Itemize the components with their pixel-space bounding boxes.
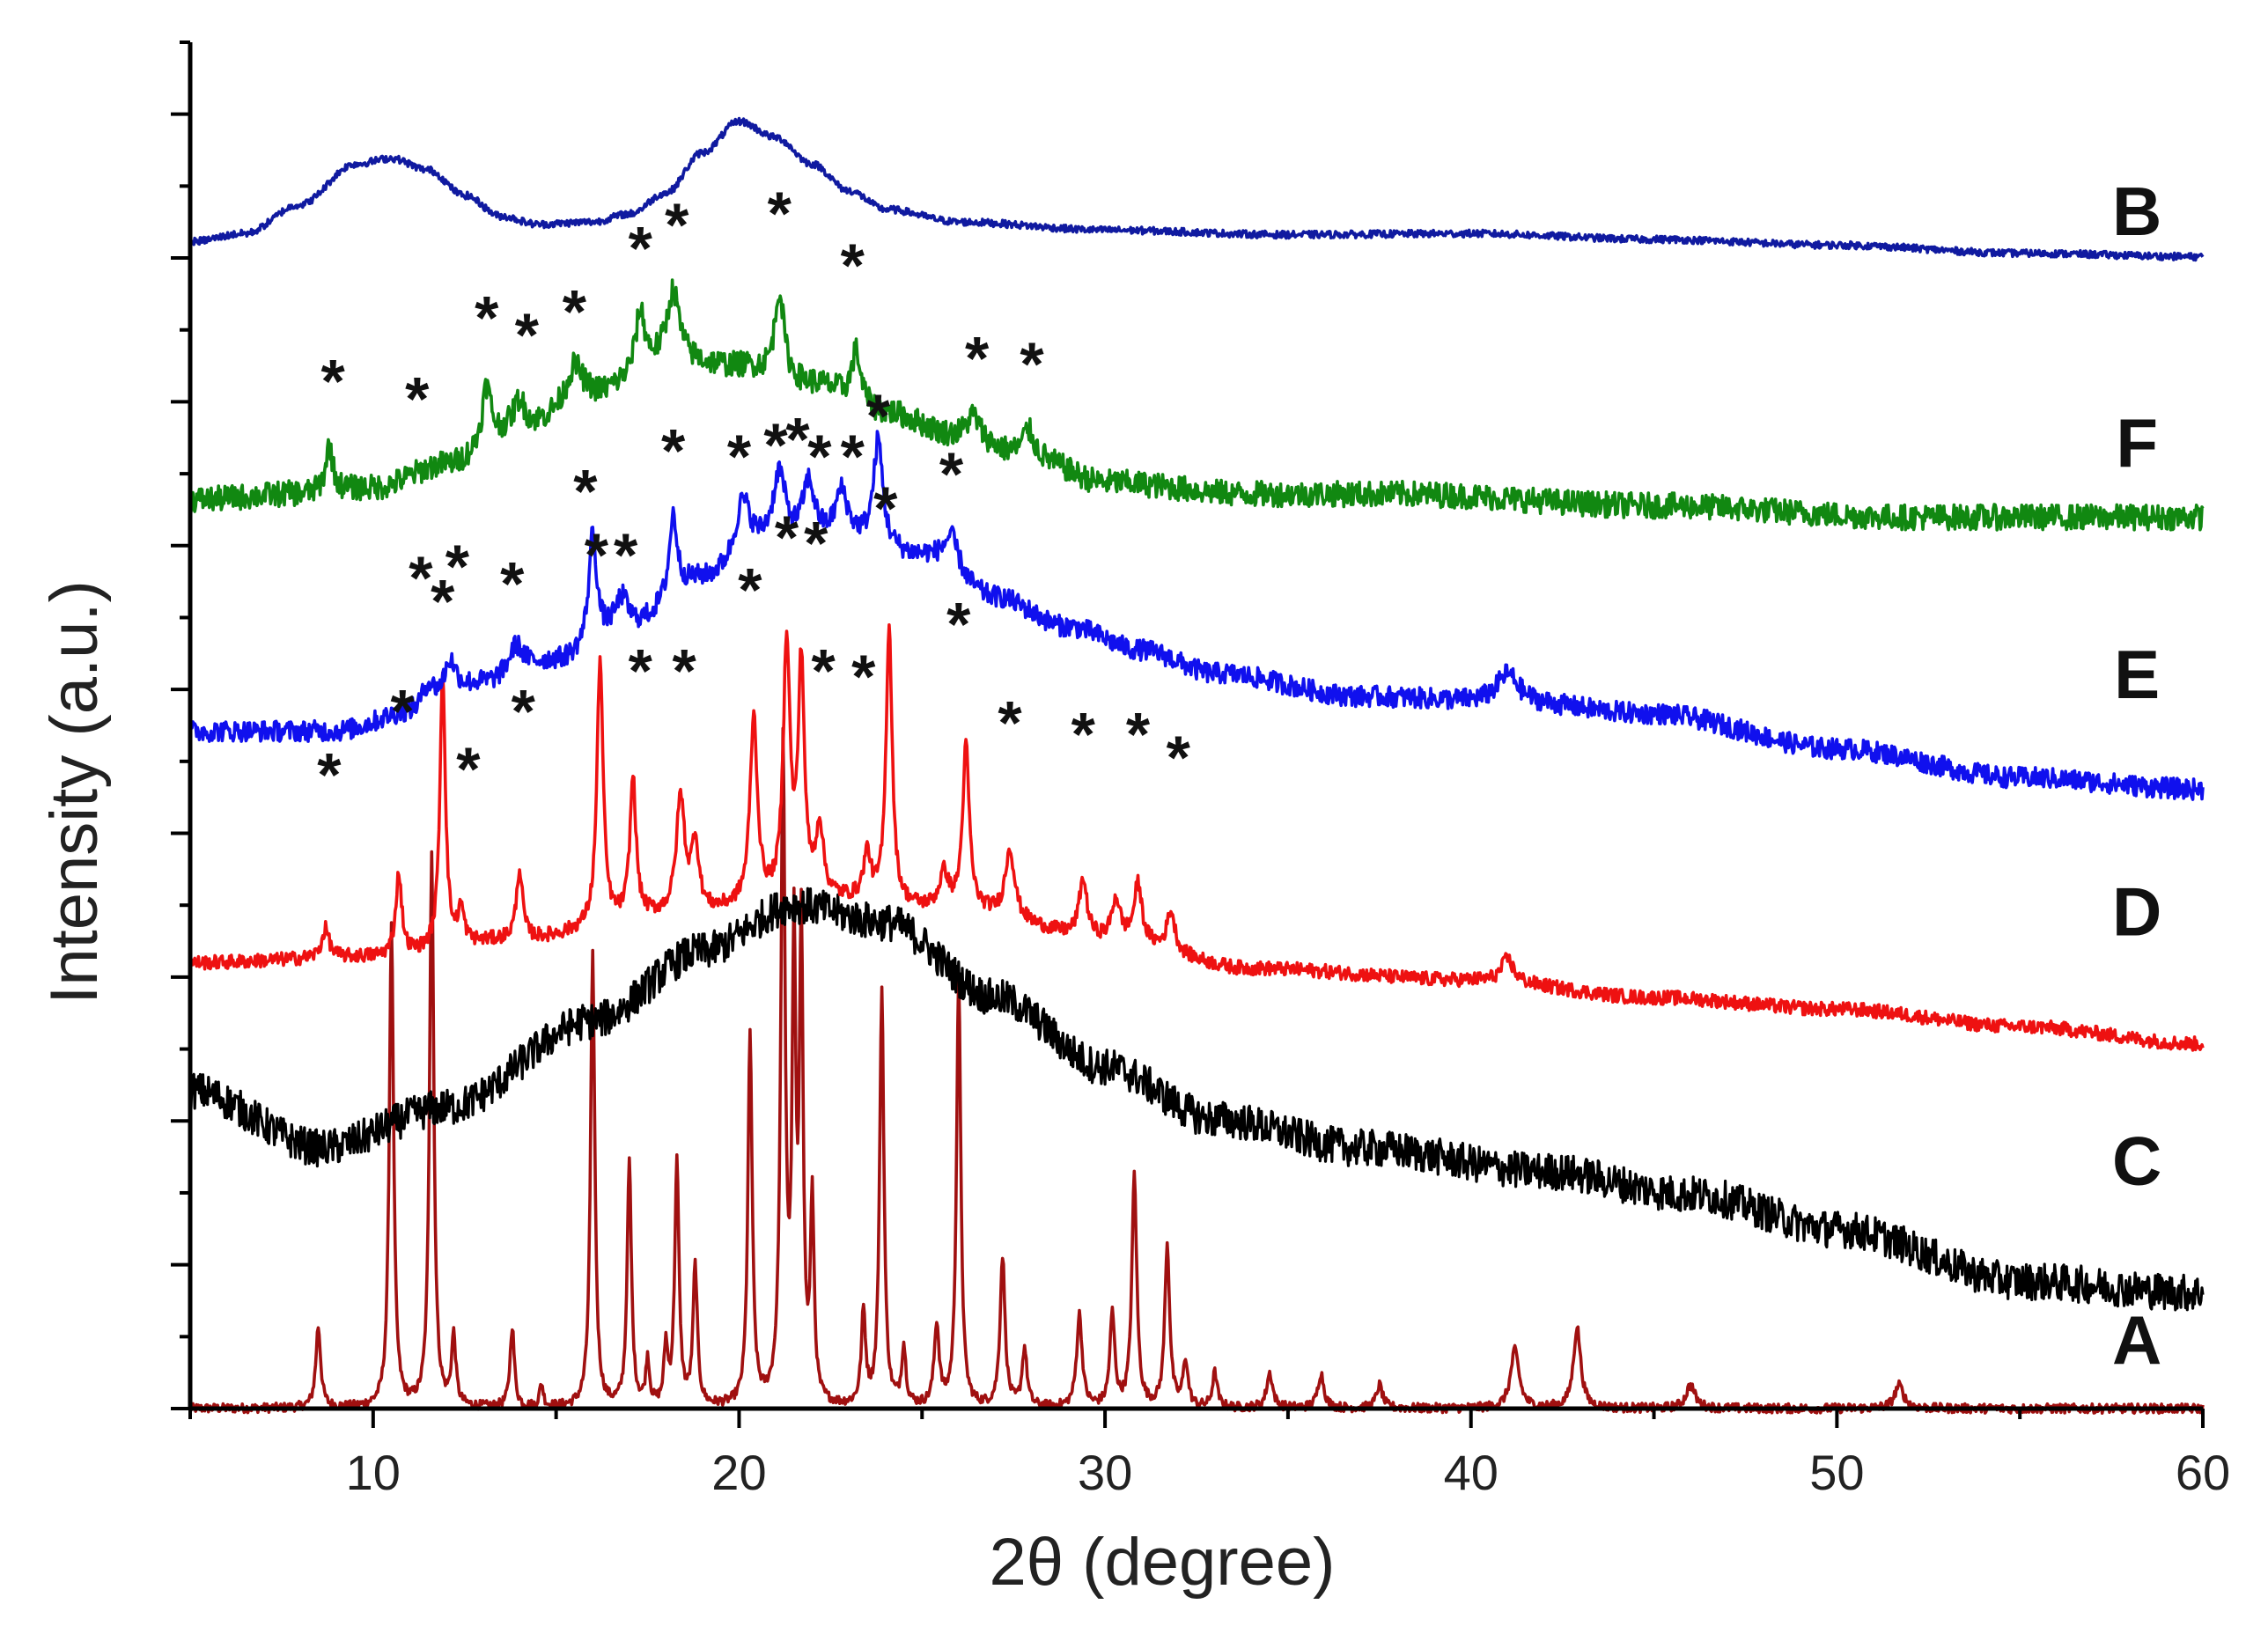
peak-marker-D-9: * xyxy=(775,504,799,572)
series-label-B: B xyxy=(2112,173,2161,250)
x-tick-label-10: 10 xyxy=(346,1445,401,1500)
peak-marker-E-5: * xyxy=(661,416,686,485)
peak-marker-F-0: * xyxy=(320,347,345,416)
peak-marker-F-3: * xyxy=(515,301,540,370)
peak-marker-D-3: * xyxy=(456,735,481,804)
peak-marker-D-1: * xyxy=(390,677,415,746)
series-label-F: F xyxy=(2116,404,2158,482)
series-B-line xyxy=(188,116,2205,262)
peak-marker-F-5: * xyxy=(629,214,653,283)
peak-marker-D-15: * xyxy=(998,688,1022,757)
series-E-line xyxy=(188,430,2205,801)
peak-marker-E-4: * xyxy=(614,520,638,589)
peak-marker-D-13: * xyxy=(873,475,898,543)
peak-marker-D-11: * xyxy=(811,637,836,705)
peak-marker-E-2: * xyxy=(500,549,525,618)
peak-marker-E-6: * xyxy=(727,423,752,491)
series-label-D: D xyxy=(2112,873,2161,951)
peak-marker-E-8: * xyxy=(785,405,810,474)
peak-marker-D-16: * xyxy=(1071,700,1096,769)
peak-marker-E-7: * xyxy=(763,410,788,479)
peak-marker-D-10: * xyxy=(804,509,828,578)
series-D-line xyxy=(188,623,2205,1052)
x-tick-label-60: 60 xyxy=(2176,1445,2230,1500)
peak-marker-E-9: * xyxy=(807,423,832,491)
peak-marker-F-2: * xyxy=(475,283,499,352)
peak-marker-D-2: * xyxy=(431,567,455,636)
peak-marker-F-9: * xyxy=(965,324,990,393)
series-F-line xyxy=(188,278,2205,532)
series-label-E: E xyxy=(2114,636,2160,713)
series-label-C: C xyxy=(2112,1122,2161,1199)
peak-marker-E-3: * xyxy=(573,457,598,526)
peak-marker-D-17: * xyxy=(1126,700,1151,769)
peak-marker-D-8: * xyxy=(738,556,762,624)
peak-marker-F-10: * xyxy=(1020,329,1044,398)
peak-marker-E-10: * xyxy=(841,423,865,491)
peak-marker-D-5: * xyxy=(585,520,609,589)
peak-marker-E-12: * xyxy=(939,439,964,508)
peak-marker-D-4: * xyxy=(512,677,536,746)
x-tick-label-30: 30 xyxy=(1078,1445,1132,1500)
peak-marker-F-6: * xyxy=(665,191,689,260)
markers-layer: ******* *** ** **** * * ** * **** * *** **** ** * ** * *… xyxy=(317,179,1190,809)
peak-marker-E-0: * xyxy=(409,544,433,613)
x-tick-label-20: 20 xyxy=(711,1445,766,1500)
x-axis-title: 2θ (degree) xyxy=(990,1525,1336,1600)
peak-marker-F-8: * xyxy=(841,232,865,300)
x-tick-label-40: 40 xyxy=(1444,1445,1498,1500)
x-tick-label-50: 50 xyxy=(1809,1445,1864,1500)
x-ticks: 10 20 30 40 50 60 xyxy=(188,1409,2230,1500)
series-label-A: A xyxy=(2112,1301,2161,1379)
peak-marker-D-12: * xyxy=(851,642,876,710)
peak-marker-E-11: * xyxy=(866,382,891,451)
peak-marker-F-4: * xyxy=(563,277,587,346)
peak-marker-F-1: * xyxy=(405,364,430,433)
peak-marker-D-0: * xyxy=(317,740,342,809)
peak-marker-D-7: * xyxy=(672,637,696,705)
series-A-line xyxy=(188,726,2205,1415)
peak-marker-D-14: * xyxy=(946,590,971,659)
series-labels-layer: A C D E F B xyxy=(2112,173,2161,1379)
peak-marker-E-1: * xyxy=(446,533,470,601)
y-ticks xyxy=(171,40,190,1410)
peak-marker-D-6: * xyxy=(629,637,653,705)
series-C-line xyxy=(188,887,2205,1312)
peak-marker-F-7: * xyxy=(768,179,792,247)
y-axis-title: Intensity (a.u.) xyxy=(37,580,112,1004)
peak-marker-D-18: * xyxy=(1167,724,1191,792)
